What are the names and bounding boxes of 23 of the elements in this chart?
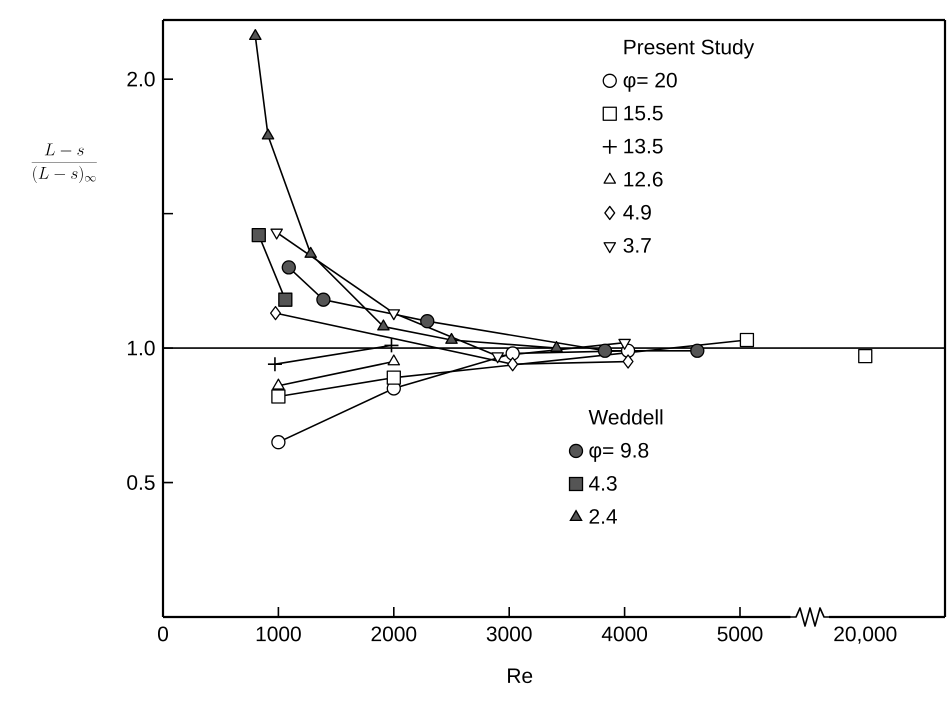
legend-label: 12.6 bbox=[624, 172, 663, 187]
x-tick-label: 5000 bbox=[718, 626, 762, 642]
x-tick-label: 20,000 bbox=[834, 626, 896, 644]
y-tick-label: 2.0 bbox=[127, 72, 155, 87]
text: Weddell bbox=[588, 409, 662, 425]
x-axis-title: Re bbox=[508, 668, 532, 684]
text: 2.4 bbox=[590, 509, 617, 524]
x-tick-label: 1000 bbox=[256, 626, 301, 642]
x-tick-label: 2000 bbox=[372, 626, 416, 642]
text: 4.3 bbox=[588, 476, 617, 491]
x-tick-label: 3000 bbox=[486, 626, 532, 642]
y-axis-title: $\frac{L-s}{(L-s)_{\infty}}$ bbox=[32, 144, 97, 184]
y-tick-label: 0.5 bbox=[127, 475, 155, 490]
legend-label: 4.9 bbox=[623, 204, 651, 220]
legend-label: 13.5 bbox=[624, 138, 663, 154]
legend-title: Present Study bbox=[624, 39, 754, 59]
text: φ= 9.8 bbox=[589, 442, 648, 462]
legend-label: 15.5 bbox=[624, 106, 663, 120]
legend-label: φ= 20 bbox=[624, 72, 677, 92]
x-tick-label: 0 bbox=[158, 626, 168, 642]
x-tick-label: 4000 bbox=[602, 626, 648, 642]
legend-label: 3.7 bbox=[624, 238, 651, 253]
y-tick-label: 1.0 bbox=[128, 340, 155, 356]
